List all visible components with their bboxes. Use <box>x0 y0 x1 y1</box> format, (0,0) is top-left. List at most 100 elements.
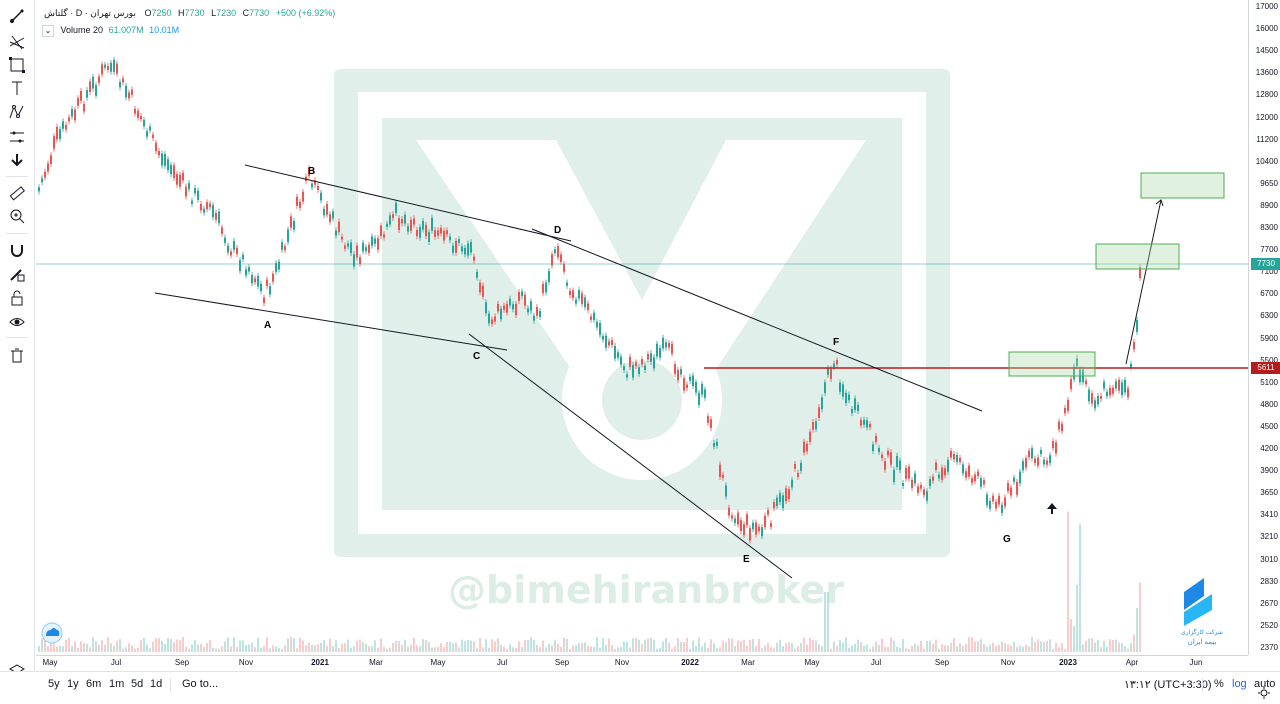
time-tick: Jul <box>110 658 122 667</box>
range-1d[interactable]: 1d <box>150 678 163 690</box>
price-tick: 6700 <box>1260 289 1278 299</box>
price-tick: 14500 <box>1255 46 1278 56</box>
price-tick: 6300 <box>1260 311 1278 321</box>
lock-drawings-icon[interactable] <box>7 264 27 284</box>
goto-button[interactable]: Go to... <box>182 678 219 690</box>
time-tick: Jun <box>1189 658 1203 667</box>
range-5d[interactable]: 5d <box>131 678 144 690</box>
time-tick: Sep <box>174 658 190 667</box>
lock-icon[interactable] <box>7 288 27 308</box>
time-tick: 2023 <box>1059 658 1077 667</box>
price-tick: 5500 <box>1260 355 1278 365</box>
trash-icon[interactable] <box>7 345 27 365</box>
range-6m[interactable]: 6m <box>86 678 102 690</box>
price-tick: 3010 <box>1260 554 1278 564</box>
price-tick: 16000 <box>1255 24 1278 34</box>
time-tick: Jul <box>496 658 508 667</box>
price-tick: 3410 <box>1260 510 1278 520</box>
volume-legend: ⌄ Volume 20 61.007M 10.01M <box>42 25 179 37</box>
price-tick: 10400 <box>1255 156 1278 166</box>
time-tick: Sep <box>554 658 570 667</box>
volume-label[interactable]: Volume 20 <box>60 25 104 35</box>
price-tick: 12800 <box>1255 90 1278 100</box>
text-icon[interactable] <box>7 78 27 98</box>
time-tick: 2021 <box>311 658 329 667</box>
current-price-tag: 7730 <box>1251 258 1280 270</box>
timezone-clock[interactable]: ۱۳:۱۲ (UTC+3:30) <box>1124 679 1212 691</box>
symbol-legend: گلتاش · D · بورس تهران O7250 H7730 L7230… <box>44 8 336 18</box>
time-tick: Jul <box>870 658 882 667</box>
chart-pane[interactable]: @bimehiranbroker A B C D E F G <box>36 0 1248 655</box>
close-value: 7730 <box>249 8 270 18</box>
upper-trendline-1[interactable] <box>244 164 572 242</box>
price-tick: 4800 <box>1260 399 1278 409</box>
label-f: F <box>833 337 839 348</box>
price-tick: 7700 <box>1260 245 1278 255</box>
toolbar-divider <box>6 233 28 234</box>
time-tick: Mar <box>369 658 383 667</box>
watermark-handle: @bimehiranbroker <box>448 568 844 612</box>
volume-bars <box>38 511 1141 652</box>
price-tick: 3210 <box>1260 532 1278 542</box>
drawing-toolbar <box>0 0 35 697</box>
eye-icon[interactable] <box>7 312 27 332</box>
price-chart[interactable]: @bimehiranbroker A B C D E F G <box>36 0 1248 655</box>
price-tick: 7100 <box>1260 267 1278 277</box>
label-c: C <box>473 351 480 362</box>
magnet-icon[interactable] <box>7 240 27 260</box>
pattern-icon[interactable] <box>7 102 27 122</box>
settings-gear-icon[interactable] <box>1258 686 1270 704</box>
high-value: 7730 <box>184 8 205 18</box>
cross-cursor-icon[interactable] <box>7 6 27 26</box>
label-a: A <box>264 320 271 331</box>
price-tick: 11200 <box>1256 134 1278 144</box>
percent-toggle[interactable]: % <box>1214 678 1224 690</box>
watermark-logo <box>334 69 950 557</box>
lower-trendline-1[interactable] <box>154 292 508 351</box>
lower-trendline-2[interactable] <box>468 333 793 579</box>
symbol-name[interactable]: گلتاش <box>44 8 68 18</box>
volume-value-2: 10.01M <box>149 25 180 35</box>
trend-line-icon[interactable] <box>7 32 27 52</box>
open-value: 7250 <box>151 8 172 18</box>
rectangle-icon[interactable] <box>7 55 27 75</box>
target-box-2[interactable] <box>1095 243 1180 270</box>
price-tick: 2520 <box>1260 620 1278 630</box>
ruler-icon[interactable] <box>7 183 27 203</box>
cloud-icon[interactable] <box>41 622 63 644</box>
price-tick: 13600 <box>1255 68 1278 78</box>
time-tick: Mar <box>741 658 755 667</box>
price-tick: 2830 <box>1260 576 1278 586</box>
target-box-3[interactable] <box>1140 172 1225 199</box>
change-value: +500 (+6.92%) <box>275 8 336 18</box>
auto-toggle[interactable]: auto <box>1254 678 1276 690</box>
time-axis[interactable]: May Jul Sep Nov 2021 Mar May Jul Sep Nov 2022 Mar Ma… <box>36 655 1248 671</box>
log-toggle[interactable]: log <box>1232 678 1247 690</box>
time-tick: Nov <box>1000 658 1016 667</box>
upper-trendline-2[interactable] <box>531 228 983 412</box>
price-tick: 3900 <box>1260 466 1278 476</box>
level-price-tag: 5611 <box>1251 362 1280 374</box>
range-1m[interactable]: 1m <box>109 678 125 690</box>
target-arrow-line[interactable] <box>1125 199 1162 365</box>
time-tick: Nov <box>238 658 254 667</box>
toolbar-divider <box>6 176 28 177</box>
price-axis[interactable]: 17000 16000 14500 13600 12800 12000 11200 10400… <box>1248 0 1280 655</box>
range-5y[interactable]: 5y <box>48 678 60 690</box>
label-e: E <box>743 554 750 565</box>
zoom-icon[interactable] <box>7 206 27 226</box>
broker-name-line1: شرکت کارگزاری <box>1181 628 1223 636</box>
time-tick: May <box>430 658 446 667</box>
candles <box>38 56 1141 544</box>
broker-logo <box>1184 578 1212 626</box>
broker-name-line2: بیمه ایران <box>1188 638 1217 646</box>
range-1y[interactable]: 1y <box>67 678 79 690</box>
collapse-chevron-icon[interactable]: ⌄ <box>42 25 54 37</box>
label-b: B <box>308 166 315 177</box>
price-tick: 9650 <box>1260 178 1278 188</box>
arrow-down-icon[interactable] <box>7 150 27 170</box>
price-tick: 3650 <box>1260 488 1278 498</box>
target-box-1[interactable] <box>1008 351 1096 377</box>
price-tick: 5900 <box>1260 333 1278 343</box>
measure-icon[interactable] <box>7 127 27 147</box>
